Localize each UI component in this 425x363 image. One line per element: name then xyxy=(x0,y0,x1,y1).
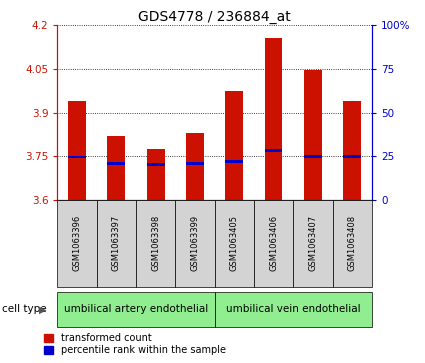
Bar xyxy=(68,101,86,200)
Text: ▶: ▶ xyxy=(39,305,47,314)
Text: umbilical vein endothelial: umbilical vein endothelial xyxy=(226,305,360,314)
Text: GSM1063405: GSM1063405 xyxy=(230,215,239,271)
Title: GDS4778 / 236884_at: GDS4778 / 236884_at xyxy=(138,11,291,24)
FancyBboxPatch shape xyxy=(57,292,215,327)
FancyBboxPatch shape xyxy=(57,200,96,287)
Legend: transformed count, percentile rank within the sample: transformed count, percentile rank withi… xyxy=(43,333,227,356)
Bar xyxy=(147,163,164,166)
Text: GSM1063397: GSM1063397 xyxy=(112,215,121,271)
FancyBboxPatch shape xyxy=(293,200,332,287)
FancyBboxPatch shape xyxy=(254,200,293,287)
Bar xyxy=(343,101,361,200)
Bar xyxy=(343,155,361,158)
Bar xyxy=(68,155,86,158)
Text: umbilical artery endothelial: umbilical artery endothelial xyxy=(64,305,208,314)
Bar xyxy=(147,149,164,200)
Bar xyxy=(304,70,322,200)
Bar xyxy=(304,155,322,158)
Text: GSM1063407: GSM1063407 xyxy=(309,215,317,271)
Text: GSM1063399: GSM1063399 xyxy=(190,215,199,271)
FancyBboxPatch shape xyxy=(96,200,136,287)
Bar xyxy=(108,162,125,165)
Bar xyxy=(186,133,204,200)
Text: GSM1063406: GSM1063406 xyxy=(269,215,278,271)
Text: GSM1063398: GSM1063398 xyxy=(151,215,160,271)
Bar xyxy=(108,136,125,200)
Bar xyxy=(265,149,283,152)
FancyBboxPatch shape xyxy=(175,200,215,287)
Text: cell type: cell type xyxy=(2,305,47,314)
Text: GSM1063408: GSM1063408 xyxy=(348,215,357,271)
FancyBboxPatch shape xyxy=(136,200,175,287)
FancyBboxPatch shape xyxy=(332,200,372,287)
FancyBboxPatch shape xyxy=(215,292,372,327)
Bar xyxy=(186,162,204,165)
Bar xyxy=(265,38,283,200)
Bar xyxy=(225,91,243,200)
Text: GSM1063396: GSM1063396 xyxy=(73,215,82,271)
Bar xyxy=(225,160,243,163)
FancyBboxPatch shape xyxy=(215,200,254,287)
